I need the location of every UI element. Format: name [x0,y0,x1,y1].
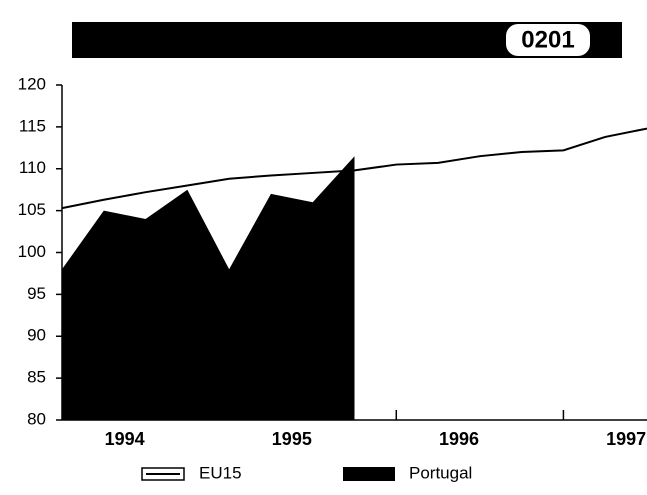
x-tick-label: 1994 [105,429,145,449]
y-tick-label: 115 [19,116,46,135]
y-tick-label: 110 [19,158,46,177]
legend-label: EU15 [199,463,242,482]
code: 0201 [521,26,574,53]
y-tick-label: 100 [18,242,46,261]
x-tick-label: 1995 [272,429,312,449]
y-tick-label: 105 [18,200,46,219]
legend-label: Portugal [409,463,472,482]
y-tick-label: 120 [18,74,46,93]
legend-swatch [343,467,395,481]
y-tick-label: 80 [27,409,46,428]
x-tick-label: 1996 [439,429,479,449]
y-tick-label: 85 [27,368,46,387]
y-tick-label: 95 [27,284,46,303]
y-tick-label: 90 [27,326,46,345]
area [62,156,355,420]
code-box [506,24,590,56]
line [61,127,647,210]
x-tick-label: 1997 [606,429,646,449]
